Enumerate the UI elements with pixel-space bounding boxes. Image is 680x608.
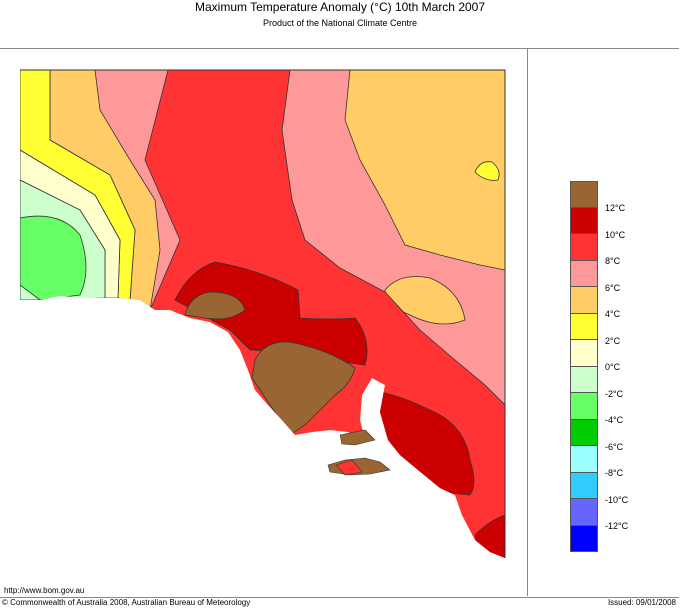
legend-swatch: [570, 472, 598, 499]
legend-label: 4°C: [605, 309, 621, 319]
map-title: Maximum Temperature Anomaly (°C) 10th Ma…: [194, 0, 486, 14]
legend-swatch: [570, 313, 598, 340]
legend-swatch: [570, 366, 598, 393]
kangaroo-island-red: [335, 459, 363, 476]
issued-date: Issued: 09/01/2008: [607, 598, 676, 607]
region-10-12-east: [371, 389, 475, 496]
legend-swatch: [570, 207, 598, 234]
region-above-12-b: [251, 341, 356, 436]
region-2-4-blob: [474, 161, 500, 181]
legend-swatch: [570, 234, 598, 261]
yorke-island: [339, 429, 376, 446]
legend-label: -4°C: [605, 415, 624, 425]
region-above-12-a: [184, 291, 246, 320]
map-frame: [0, 48, 679, 598]
legend-label: 8°C: [605, 256, 621, 266]
legend-swatch: [570, 393, 598, 420]
map-subtitle: Product of the National Climate Centre: [262, 18, 418, 28]
legend-label: -6°C: [605, 441, 624, 452]
legend-swatch: [570, 499, 598, 526]
legend-label: -12°C: [605, 521, 629, 531]
inner-frame: [20, 69, 506, 558]
bom-url[interactable]: http://www.bom.gov.au: [4, 586, 85, 595]
legend-swatch: [570, 181, 598, 208]
legend-swatch: [570, 419, 598, 446]
legend-swatch: [570, 446, 598, 473]
legend-swatch: [570, 287, 598, 314]
legend-label: -8°C: [605, 468, 624, 478]
legend-label: -2°C: [605, 388, 624, 399]
legend-label: 12°C: [605, 203, 626, 213]
legend-swatch: [570, 340, 598, 367]
legend-label: -10°C: [605, 494, 629, 505]
legend-label: 10°C: [605, 229, 626, 240]
legend-label: 0°C: [605, 362, 621, 372]
legend-label: 2°C: [605, 335, 621, 346]
frame-divider: [527, 48, 528, 596]
copyright-text: © Commonwealth of Australia 2008, Austra…: [2, 598, 251, 607]
legend-label: 6°C: [605, 282, 621, 293]
legend-swatch: [570, 525, 598, 552]
region-m4-m2-west: [20, 215, 87, 301]
region-10-12-west: [174, 261, 368, 366]
color-legend: [570, 181, 598, 552]
legend-swatch: [570, 260, 598, 287]
